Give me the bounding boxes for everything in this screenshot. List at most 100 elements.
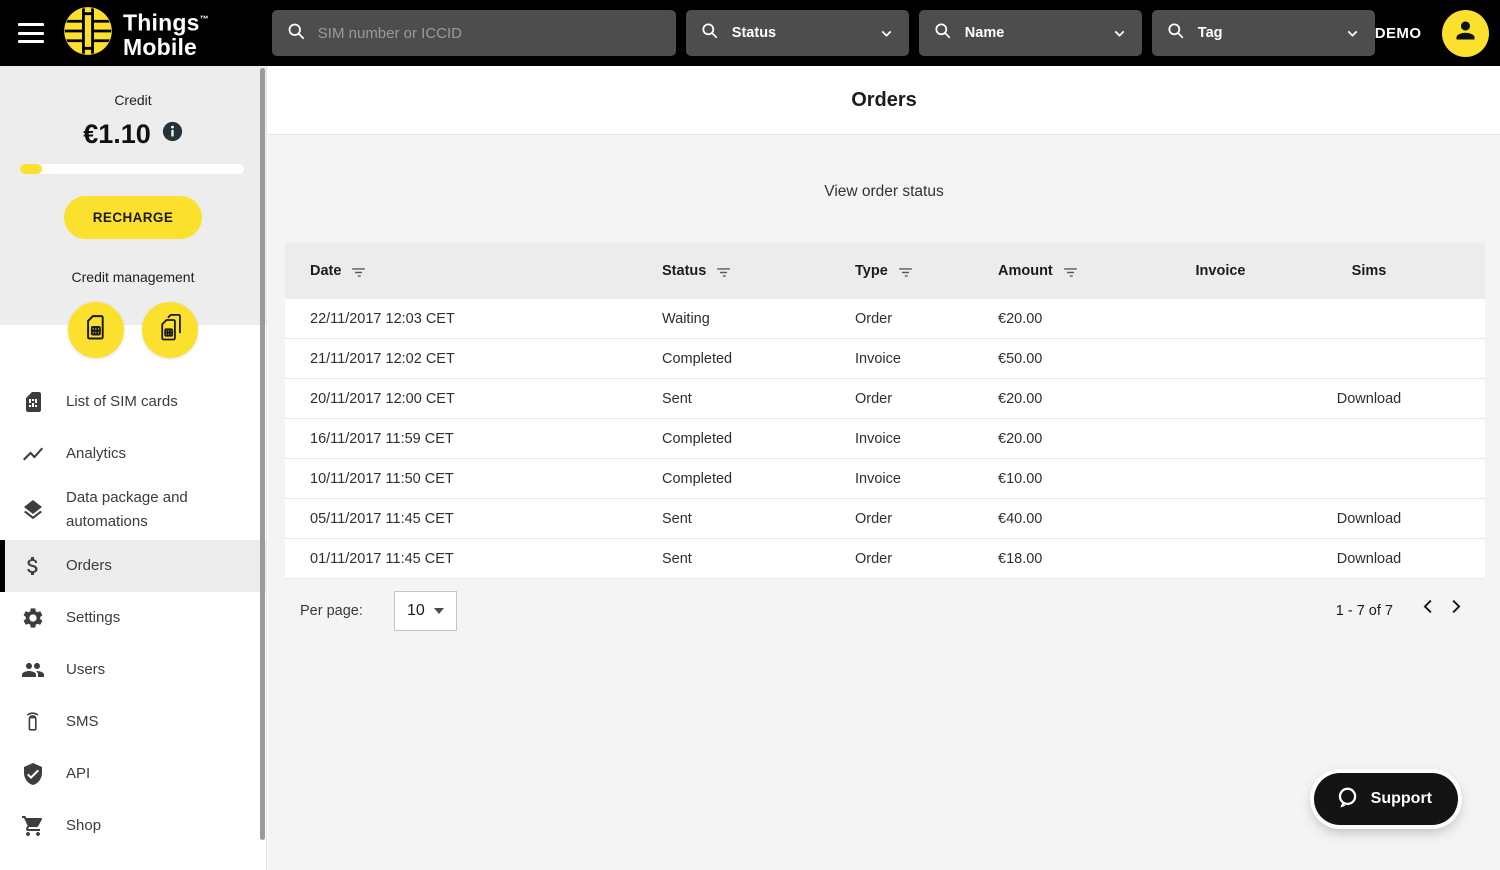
order-row: 21/11/2017 12:02 CET Completed Invoice €… [285, 339, 1485, 379]
order-type: Order [855, 510, 893, 527]
recharge-button[interactable]: RECHARGE [64, 196, 202, 239]
cart-icon [21, 814, 45, 838]
dollar-icon [21, 554, 45, 578]
filter-dropdown-status[interactable]: Status [685, 10, 909, 56]
filter-dropdown-tag[interactable]: Tag [1151, 10, 1375, 56]
order-amount: €10.00 [998, 470, 1043, 487]
shield-icon [21, 762, 45, 786]
sidebar-item-api[interactable]: API [0, 748, 266, 800]
order-date: 16/11/2017 11:59 CET [310, 430, 454, 447]
sidebar-item-shop[interactable]: Shop [0, 800, 266, 852]
orders-table: Date Status Type Amount Invoice Sims 22/… [285, 243, 1485, 579]
sidebar-item-analytics[interactable]: Analytics [0, 428, 266, 480]
order-date: 05/11/2017 11:45 CET [310, 510, 454, 527]
brand-logo[interactable]: Things™ Mobile [62, 5, 209, 62]
table-header-row: Date Status Type Amount Invoice Sims [285, 243, 1485, 299]
chevron-down-icon [878, 25, 895, 42]
sidebar-item-list-of-sim-cards[interactable]: List of SIM cards [0, 376, 266, 428]
brand-name: Things™ Mobile [123, 9, 209, 60]
order-type: Invoice [855, 350, 901, 367]
order-amount: €20.00 [998, 390, 1043, 407]
next-page-button[interactable] [1446, 597, 1465, 619]
person-icon [1452, 17, 1479, 49]
credit-panel: Credit €1.10 RECHARGE Credit management [0, 66, 266, 325]
sidebar-item-sms[interactable]: SMS [0, 696, 266, 748]
user-avatar[interactable] [1442, 9, 1490, 57]
order-amount: €18.00 [998, 550, 1043, 567]
column-header-sims: Sims [1351, 263, 1387, 279]
analytics-icon [21, 442, 45, 466]
order-amount: €50.00 [998, 350, 1043, 367]
order-status: Completed [662, 470, 733, 487]
order-status: Sent [662, 390, 692, 407]
sidebar-item-data-package-and-automations[interactable]: Data package and automations [0, 480, 266, 540]
filter-dropdown-name[interactable]: Name [918, 10, 1142, 56]
filter-icon[interactable] [715, 264, 732, 281]
filter-icon[interactable] [350, 264, 367, 281]
sidebar: Credit €1.10 RECHARGE Credit management … [0, 66, 267, 870]
caret-down-icon [433, 608, 444, 614]
support-button[interactable]: Support [1313, 773, 1458, 825]
search-icon [933, 21, 952, 45]
top-right-group: DEMO [1374, 9, 1490, 57]
order-amount: €20.00 [998, 430, 1043, 447]
column-header-invoice: Invoice [1195, 263, 1246, 279]
table-body: 22/11/2017 12:03 CET Waiting Order €20.0… [285, 299, 1485, 579]
filter-icon[interactable] [1062, 264, 1079, 281]
gear-icon [21, 606, 45, 630]
hamburger-menu-icon[interactable] [18, 23, 44, 43]
page-subtitle: View order status [824, 183, 944, 200]
order-row: 10/11/2017 11:50 CET Completed Invoice €… [285, 459, 1485, 499]
filter-icon[interactable] [897, 264, 914, 281]
per-page-value: 10 [406, 602, 425, 619]
page-title: Orders [851, 88, 917, 111]
order-type: Order [855, 390, 893, 407]
sidebar-item-users[interactable]: Users [0, 644, 266, 696]
order-status: Completed [662, 350, 733, 367]
credit-progress-fill [20, 164, 43, 174]
order-status: Completed [662, 430, 733, 447]
sidebar-scrollbar[interactable] [260, 68, 265, 840]
previous-page-button[interactable] [1419, 597, 1438, 619]
order-type: Invoice [855, 470, 901, 487]
column-header-type: Type [830, 262, 973, 281]
filter-pills: Status Name Tag [685, 10, 1375, 56]
trademark: ™ [199, 14, 209, 25]
top-bar: Things™ Mobile Status Name Tag [0, 0, 1500, 66]
order-row: 20/11/2017 12:00 CET Sent Order €20.00 D… [285, 379, 1485, 419]
order-sims-download-link[interactable]: Download [1336, 390, 1402, 407]
recharge-single-sim-button[interactable] [68, 302, 124, 358]
sidebar-item-orders[interactable]: Orders [0, 540, 266, 592]
info-icon[interactable] [162, 121, 183, 147]
chevron-left-icon [1419, 597, 1438, 619]
per-page-select[interactable]: 10 [393, 591, 457, 631]
recharge-multi-sim-button[interactable] [142, 302, 198, 358]
title-band: Orders [268, 66, 1500, 135]
account-name-label: DEMO [1374, 24, 1422, 42]
chevron-down-icon [1111, 25, 1128, 42]
order-date: 22/11/2017 12:03 CET [310, 310, 455, 327]
pagination-bar: Per page: 10 1 - 7 of 7 [285, 590, 1485, 632]
order-row: 01/11/2017 11:45 CET Sent Order €18.00 D… [285, 539, 1485, 579]
credit-management-label: Credit management [71, 269, 195, 285]
credit-management-actions [0, 302, 266, 358]
order-sims-download-link[interactable]: Download [1336, 510, 1402, 527]
order-status: Waiting [662, 310, 710, 327]
sim-search-input[interactable] [317, 24, 662, 42]
order-row: 22/11/2017 12:03 CET Waiting Order €20.0… [285, 299, 1485, 339]
sidebar-item-settings[interactable]: Settings [0, 592, 266, 644]
credit-label: Credit [114, 92, 152, 108]
per-page-label: Per page: [300, 603, 363, 619]
column-header-status: Status [637, 262, 830, 281]
order-sims-download-link[interactable]: Download [1336, 550, 1402, 567]
order-row: 16/11/2017 11:59 CET Completed Invoice €… [285, 419, 1485, 459]
things-mobile-chip-icon [62, 5, 114, 62]
order-date: 01/11/2017 11:45 CET [310, 550, 454, 567]
sms-icon [21, 710, 45, 734]
range-label: 1 - 7 of 7 [1335, 603, 1393, 619]
column-header-amount: Amount [973, 262, 1138, 281]
sidebar-menu: List of SIM cards Analytics Data package… [0, 376, 266, 852]
support-label: Support [1370, 790, 1432, 807]
column-header-date: Date [285, 262, 637, 281]
order-type: Order [855, 550, 893, 567]
